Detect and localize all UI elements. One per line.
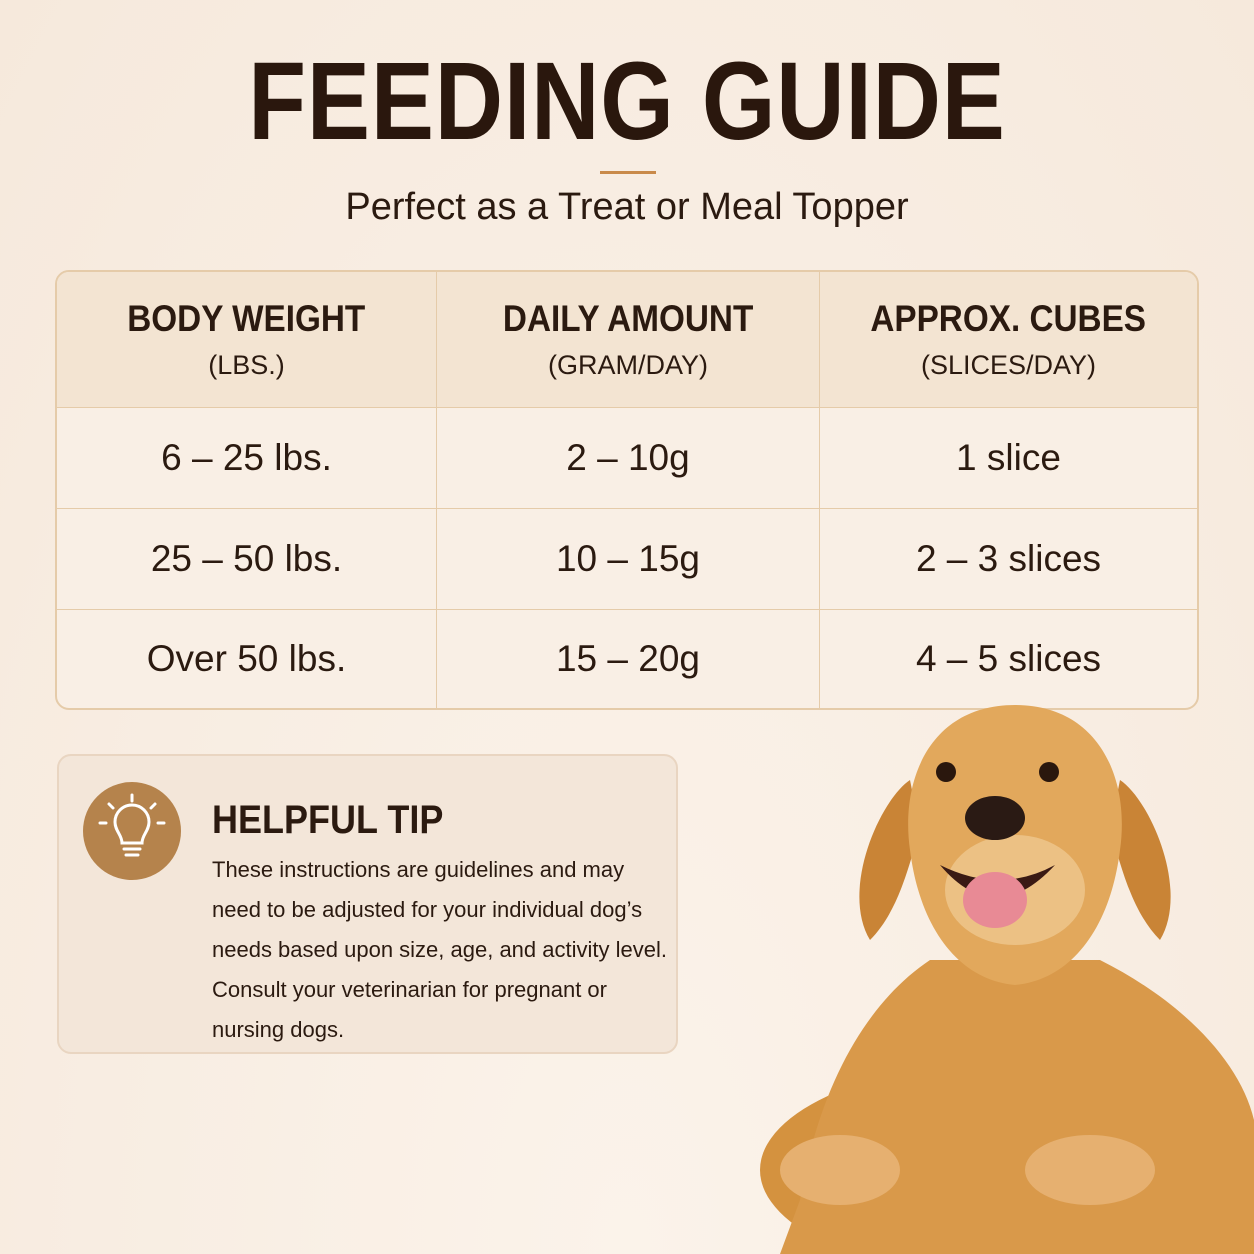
table-cell: 25 – 50 lbs. [57, 509, 437, 610]
table-cell: 6 – 25 lbs. [57, 408, 437, 509]
table-cell: 4 – 5 slices [915, 638, 1102, 679]
tip-title: HELPFUL TIP [212, 798, 444, 842]
header-unit: (SLICES/DAY) [920, 350, 1097, 380]
header-title: APPROX. CUBES [870, 298, 1147, 339]
table-cell: 1 slice [820, 408, 1197, 509]
subtitle: Perfect as a Treat or Meal Topper [345, 186, 909, 228]
header-cell: APPROX. CUBES (SLICES/DAY) [820, 272, 1197, 408]
header-cell: DAILY AMOUNT (GRAM/DAY) [437, 272, 820, 408]
header-unit: (LBS.) [208, 350, 285, 380]
table-cell: Over 50 lbs. [57, 610, 437, 708]
title-rule [600, 171, 656, 174]
header-cell: BODY WEIGHT (LBS.) [57, 272, 437, 408]
title: FEEDING GUIDE [248, 40, 1006, 163]
table-cell: 2 – 10g [437, 408, 820, 509]
dog-illustration [760, 705, 1254, 1254]
tip-text: These instructions are guidelines and ma… [212, 857, 667, 1042]
header-title: DAILY AMOUNT [502, 298, 754, 339]
header-title: BODY WEIGHT [127, 298, 366, 339]
tip-box: HELPFUL TIP These instructions are guide… [57, 754, 678, 1054]
table-cell: 2 – 3 slices [820, 509, 1197, 610]
feeding-table: BODY WEIGHT (LBS.) DAILY AMOUNT (GRAM/DAY)… [55, 270, 1199, 710]
table-cell: 15 – 20g [437, 610, 820, 708]
table-cell: 10 – 15g [437, 509, 820, 610]
bulb-icon [83, 782, 181, 880]
header-unit: (GRAM/DAY) [548, 350, 708, 380]
